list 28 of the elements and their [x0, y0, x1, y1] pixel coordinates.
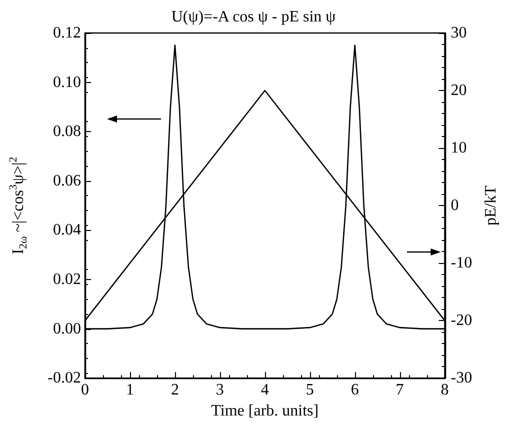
y2-tick-label: 0: [450, 197, 459, 214]
x-tick-label: 1: [126, 382, 134, 399]
x-axis-title: Time [arb. units]: [211, 402, 319, 420]
y-tick-label: -0.02: [48, 370, 81, 387]
x-tick-label: 6: [350, 382, 359, 399]
x-tick-label: 2: [170, 382, 179, 399]
y2-tick-label: 20: [450, 82, 467, 100]
y2-tick-label: -20: [450, 312, 472, 330]
x-tick-label: 5: [306, 382, 314, 399]
y-tick-label: 0.08: [53, 123, 81, 140]
y2-axis-title: pE/kT: [482, 185, 500, 226]
y2-tick-label: -30: [450, 370, 472, 387]
x-tick-label: 4: [260, 382, 269, 399]
x-tick-label: 7: [396, 382, 404, 399]
y-tick-label: 0.12: [53, 24, 81, 42]
y-tick-label: 0.02: [53, 271, 81, 288]
y-tick-label: 0.06: [53, 172, 81, 190]
y-axis-title: I2ω ~|<cos3ψ>|2: [8, 156, 30, 254]
chart-title: U(ψ)=-A cos ψ - pE sin ψ: [171, 8, 336, 26]
y-tick-label: 0.00: [53, 320, 81, 338]
y2-tick-label: 30: [450, 24, 467, 42]
y-tick-label: 0.10: [53, 74, 81, 91]
y2-tick-label: -10: [450, 254, 472, 272]
x-tick-label: 3: [216, 382, 224, 399]
x-tick-label: 0: [81, 382, 89, 399]
y-tick-label: 0.04: [53, 222, 81, 239]
x-tick-label: 8: [440, 382, 449, 399]
y2-tick-label: 10: [450, 140, 467, 157]
